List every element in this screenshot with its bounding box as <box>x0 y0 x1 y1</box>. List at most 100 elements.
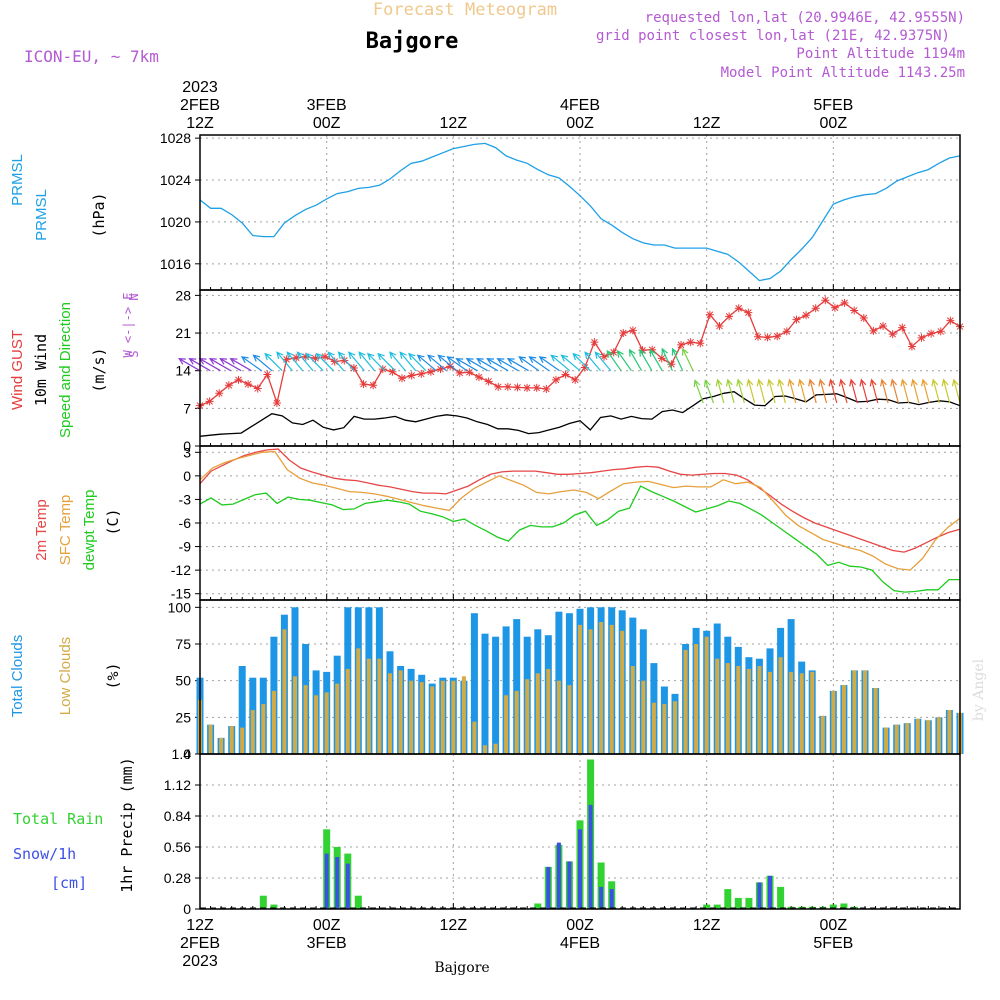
rain-bar <box>597 862 605 909</box>
gust-marker <box>850 306 859 315</box>
gust-marker <box>513 383 522 392</box>
wind-arrow <box>208 358 232 372</box>
top-axis-hour: 00Z <box>820 115 848 132</box>
low-cloud-bar <box>725 663 730 754</box>
gust-marker <box>907 342 916 351</box>
ytick-label: 1016 <box>160 256 191 272</box>
rain-bar <box>829 904 837 909</box>
low-cloud-bar <box>409 680 414 754</box>
gust-marker <box>503 382 512 391</box>
wind-arrow <box>715 378 725 404</box>
wind-arrow <box>286 351 304 372</box>
low-cloud-bar <box>662 704 667 754</box>
wind-arrow <box>900 378 910 404</box>
wind-arrow <box>366 352 386 372</box>
rain-bar <box>534 903 542 909</box>
total-cloud-bar <box>513 619 521 754</box>
y-axis-label: (m/s) <box>90 347 108 392</box>
bottom-location-label: Bajgore <box>434 960 489 976</box>
low-cloud-bar <box>588 629 593 754</box>
wind-arrow <box>746 378 756 404</box>
gust-marker <box>782 327 791 336</box>
wind-arrow <box>910 378 920 404</box>
rain-bar <box>734 897 742 909</box>
y-axis-label: Total Clouds <box>9 635 26 718</box>
wind-arrow <box>437 354 458 372</box>
gust-marker <box>753 332 762 341</box>
panel-wind: 0 7 14 21 28 <box>175 287 964 454</box>
gust-marker <box>657 354 666 363</box>
gust-marker <box>927 329 936 338</box>
gust-marker <box>888 330 897 339</box>
snow-bar <box>609 889 614 909</box>
bottom-axis-date: 4FEB <box>560 935 600 952</box>
low-cloud-bar <box>736 666 741 754</box>
y-axis-label: (hPa) <box>90 192 108 237</box>
y-axis-label: (%) <box>104 662 122 689</box>
snow-bar <box>588 804 593 909</box>
gust-marker <box>253 384 262 393</box>
wind-arrow <box>628 348 643 371</box>
rain-bar <box>777 886 785 909</box>
low-cloud-bar <box>504 695 509 754</box>
gust-marker <box>474 373 483 382</box>
low-cloud-bar <box>451 680 456 754</box>
low-cloud-bar <box>873 688 878 754</box>
low-cloud-bar <box>715 658 720 754</box>
gust-marker <box>734 304 743 313</box>
wind-arrow <box>777 378 786 404</box>
wind-arrow <box>240 356 262 372</box>
gust-marker <box>388 367 397 376</box>
gust-marker <box>725 312 734 321</box>
bottom-axis-hour: 12Z <box>186 917 214 934</box>
wind-arrow <box>348 351 365 372</box>
wind-arrow <box>358 351 376 372</box>
gust-marker <box>677 340 686 349</box>
low-cloud-bar <box>483 745 487 754</box>
ytick-label: 7 <box>183 400 191 416</box>
wind-arrow <box>849 378 858 404</box>
ytick-label: 21 <box>175 325 191 341</box>
wind-arrow <box>890 378 899 404</box>
y-axis-label: 2m Temp <box>33 499 50 560</box>
wind-arrow <box>446 356 468 372</box>
location-title: Bajgore <box>366 29 459 54</box>
bottom-axis-hour: 12Z <box>440 917 468 934</box>
low-cloud-bar <box>240 727 245 754</box>
snow-bar <box>757 882 762 909</box>
dewpt-line <box>199 485 960 593</box>
ytick-label: 0 <box>183 901 191 917</box>
wind-arrow <box>639 348 653 371</box>
low-cloud-bar <box>567 685 572 754</box>
wind-arrow <box>550 354 571 372</box>
wind-arrow <box>337 351 355 372</box>
wind-arrow <box>416 354 437 372</box>
ytick-label: -6 <box>179 515 192 531</box>
wind-arrow <box>725 378 735 404</box>
low-cloud-bar <box>398 670 403 754</box>
gust-marker <box>426 367 435 376</box>
gust-marker <box>369 381 378 390</box>
ytick-label: 0 <box>183 468 191 484</box>
gust-marker <box>840 298 849 307</box>
wind-arrow <box>703 379 715 404</box>
gust-marker <box>494 382 503 391</box>
y-axis-label: dewpt Temp <box>81 490 98 571</box>
gust-marker <box>936 327 945 336</box>
low-cloud-bar <box>905 723 910 754</box>
low-cloud-bar <box>293 676 297 754</box>
wind-arrow <box>808 378 817 404</box>
snow-bar <box>599 886 604 909</box>
ytick-label: -3 <box>179 491 192 507</box>
ytick-label: 100 <box>168 599 192 615</box>
gust-marker <box>551 375 560 384</box>
gust-marker <box>667 360 676 369</box>
gust-marker <box>879 322 888 331</box>
low-cloud-bar <box>282 629 287 754</box>
ytick-label: 3 <box>183 444 191 460</box>
gust-marker <box>263 370 272 379</box>
wind-arrow <box>736 378 745 404</box>
low-cloud-bar <box>388 673 392 754</box>
